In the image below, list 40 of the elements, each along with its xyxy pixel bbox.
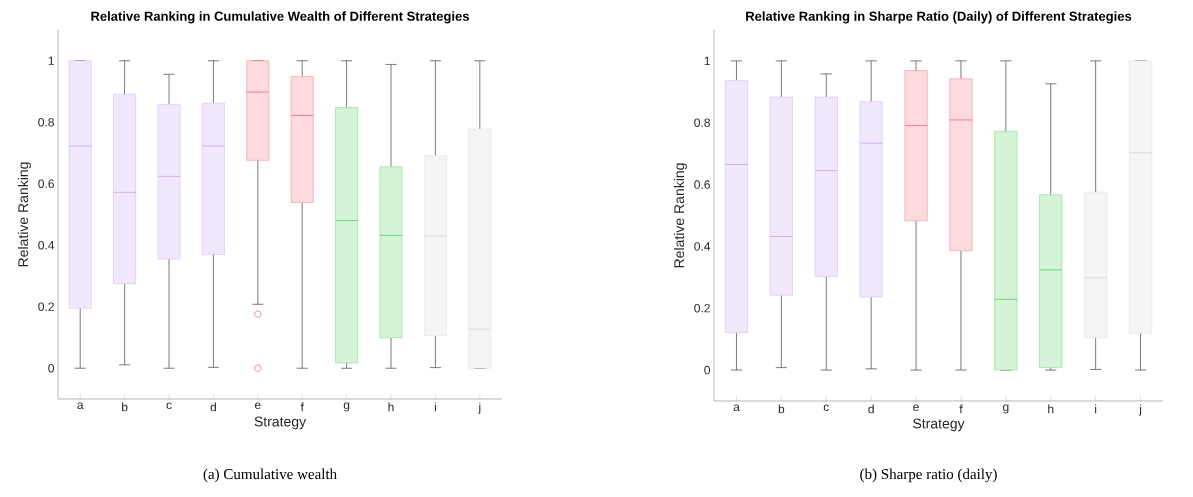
- y-tick-label: 0: [704, 365, 711, 375]
- y-tick-label: 0.8: [694, 118, 710, 127]
- y-axis-title: Relative Ranking: [17, 162, 31, 267]
- x-axis-title: Strategy: [913, 418, 965, 432]
- x-tick-label: f: [300, 402, 304, 412]
- x-tick-label: h: [388, 402, 394, 412]
- text: (b) Sharpe ratio (daily): [860, 468, 997, 483]
- y-tick-label: 0.6: [694, 180, 710, 189]
- x-tick-label: d: [868, 404, 874, 414]
- x-tick-label: a: [77, 402, 84, 410]
- y-tick-label: 0.2: [694, 303, 710, 313]
- y-tick-label: 0.6: [38, 179, 54, 188]
- y-axis-title: Relative Ranking: [673, 163, 687, 268]
- y-tick-label: 0.4: [694, 242, 711, 251]
- y-tick-label: 1: [704, 56, 710, 66]
- y-tick-label: 0.4: [38, 240, 55, 250]
- x-tick-label: j: [1138, 404, 1142, 416]
- x-tick-label: f: [959, 404, 963, 414]
- x-tick-label: c: [166, 402, 172, 410]
- x-tick-label: e: [913, 404, 919, 412]
- chart-title: Relative Ranking in Cumulative Wealth of Different Strategies: [91, 11, 469, 24]
- x-tick-label: i: [434, 402, 436, 412]
- y-tick-label: 0.2: [38, 302, 54, 311]
- x-tick-label: b: [778, 404, 785, 414]
- x-tick-label: h: [1048, 404, 1054, 414]
- x-tick-label: a: [733, 404, 740, 412]
- x-tick-label: i: [1095, 404, 1097, 414]
- x-axis-title: Strategy: [254, 416, 307, 430]
- x-tick-label: c: [823, 404, 829, 412]
- x-tick-label: j: [478, 402, 481, 414]
- x-tick-label: e: [254, 402, 261, 410]
- chart-title: Relative Ranking in Sharpe Ratio (Daily) of Different Strategies: [746, 11, 1132, 24]
- y-tick-label: 1: [48, 56, 54, 65]
- x-tick-label: d: [210, 402, 216, 412]
- y-tick-label: 0.8: [38, 118, 54, 127]
- text: (a) Cumulative wealth: [203, 468, 337, 483]
- x-tick-label: g: [1003, 404, 1009, 414]
- x-tick-label: b: [122, 402, 128, 412]
- x-tick-label: g: [343, 402, 350, 412]
- y-tick-label: 0: [48, 363, 55, 373]
